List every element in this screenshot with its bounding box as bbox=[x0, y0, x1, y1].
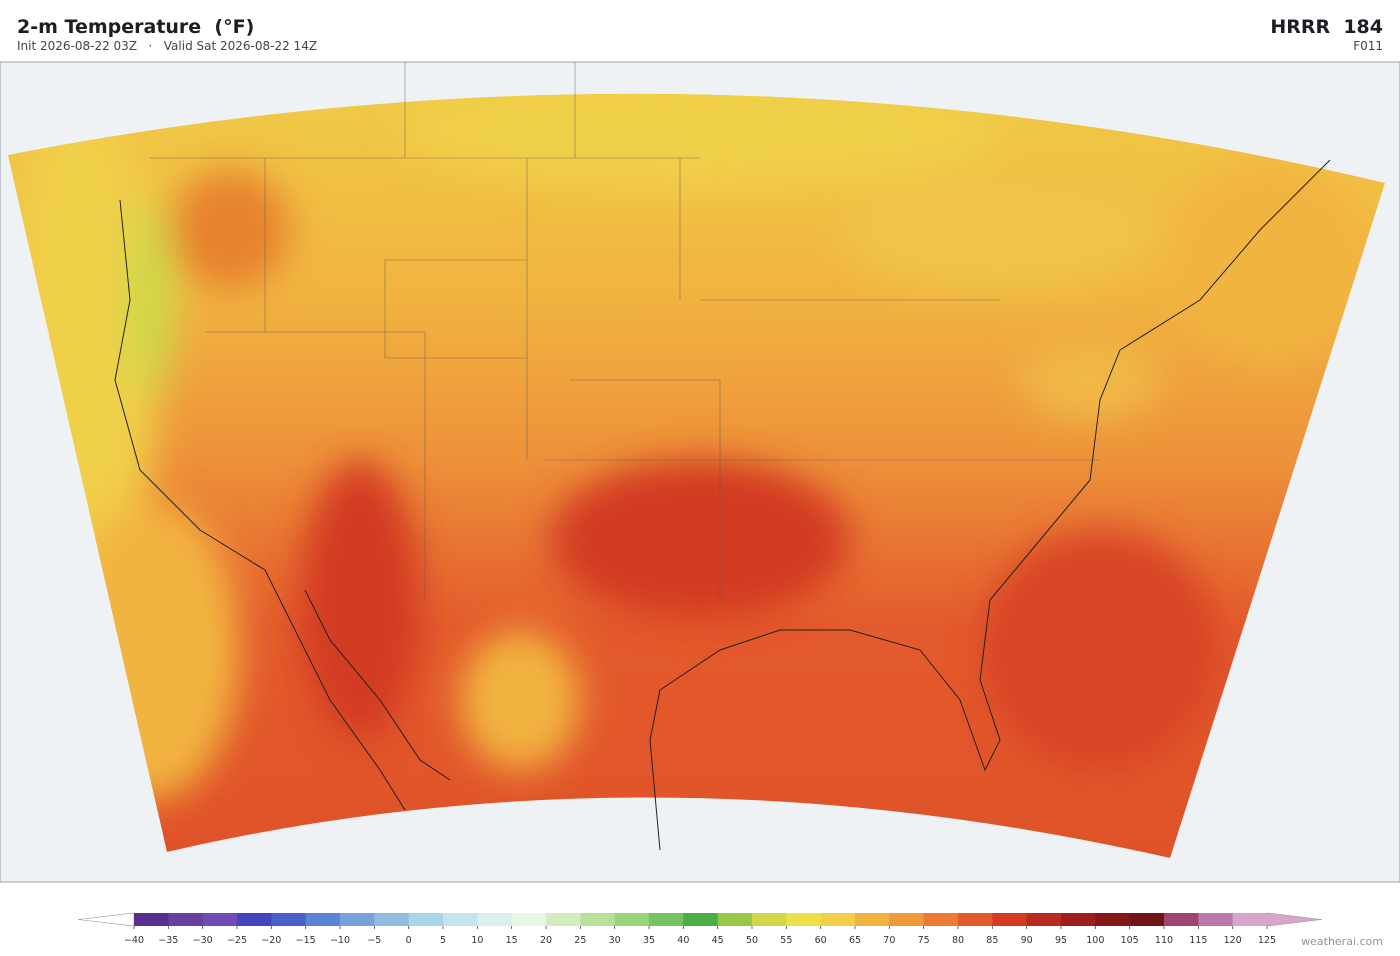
colorbar-label: 40 bbox=[677, 935, 689, 946]
colorbar-segment bbox=[1164, 913, 1199, 926]
colorbar-label: 80 bbox=[952, 935, 964, 946]
coastlines bbox=[114, 159, 1331, 851]
colorbar-label: 0 bbox=[406, 935, 412, 946]
colorbar-label: 60 bbox=[815, 935, 827, 946]
colorbar-label: 15 bbox=[506, 935, 518, 946]
colorbar-label: 110 bbox=[1155, 935, 1173, 946]
colorbar-label: 10 bbox=[471, 935, 483, 946]
colorbar-segment bbox=[443, 913, 478, 926]
colorbar-segment bbox=[374, 913, 410, 926]
colorbar-segment bbox=[889, 913, 925, 926]
colorbar-segment bbox=[580, 913, 616, 926]
subtitle: Init 2026-08-22 03Z · Valid Sat 2026-08-… bbox=[17, 39, 317, 53]
colorbar-segment bbox=[271, 913, 307, 926]
colorbar-segment bbox=[683, 913, 719, 926]
colorbar-label: −15 bbox=[296, 935, 316, 946]
colorbar-segment bbox=[1095, 913, 1131, 926]
forecast-hour: F011 bbox=[1353, 39, 1383, 53]
colorbar-segment bbox=[237, 913, 272, 926]
colorbar-segment bbox=[511, 913, 547, 926]
colorbar-segment bbox=[992, 913, 1028, 926]
colorbar-segment bbox=[752, 913, 787, 926]
colorbar-segment bbox=[923, 913, 959, 926]
colorbar-label: 115 bbox=[1189, 935, 1207, 946]
init-time: Init 2026-08-22 03Z bbox=[17, 39, 138, 53]
colorbar-label: 125 bbox=[1258, 935, 1276, 946]
colorbar-label: 35 bbox=[643, 935, 655, 946]
colorbar-segment bbox=[614, 913, 650, 926]
credit: weatherai.com bbox=[1301, 935, 1383, 948]
colorbar-segment bbox=[340, 913, 375, 926]
colorbar-label: 50 bbox=[746, 935, 758, 946]
colorbar-segment bbox=[1061, 913, 1096, 926]
colorbar-label: −30 bbox=[193, 935, 213, 946]
colorbar-segment bbox=[786, 913, 822, 926]
model-name: HRRR 184 bbox=[1270, 16, 1383, 38]
colorbar-label: 90 bbox=[1021, 935, 1033, 946]
colorbar-segment bbox=[408, 913, 444, 926]
colorbar-segment bbox=[649, 913, 684, 926]
colorbar: −40 −35 −30 −25 −20 −15 −10 −5 0 5 10 15 20 25 30 35 40 4… bbox=[77, 912, 1323, 946]
title: 2-m Temperature (°F) bbox=[17, 16, 255, 38]
colorbar-label: 65 bbox=[849, 935, 861, 946]
colorbar-segment bbox=[546, 913, 581, 926]
colorbar-label: −10 bbox=[330, 935, 350, 946]
colorbar-label: −20 bbox=[261, 935, 281, 946]
state-borders bbox=[150, 62, 1100, 600]
colorbar-label: −40 bbox=[124, 935, 144, 946]
header: 2-m Temperature (°F) Init 2026-08-22 03Z… bbox=[0, 0, 1400, 62]
colorbar-label: 120 bbox=[1224, 935, 1242, 946]
colorbar-segment bbox=[305, 913, 341, 926]
colorbar-segment bbox=[855, 913, 890, 926]
colorbar-label: 105 bbox=[1121, 935, 1139, 946]
colorbar-segment bbox=[958, 913, 993, 926]
colorbar-segment bbox=[202, 913, 238, 926]
temperature-field bbox=[8, 93, 1385, 858]
colorbar-label: −25 bbox=[227, 935, 247, 946]
valid-time: Valid Sat 2026-08-22 14Z bbox=[163, 39, 318, 53]
colorbar-segment bbox=[1026, 913, 1062, 926]
colorbar-segment bbox=[477, 913, 513, 926]
separator: · bbox=[148, 39, 153, 53]
colorbar-segment bbox=[168, 913, 204, 926]
colorbar-label: 85 bbox=[986, 935, 998, 946]
colorbar-segment bbox=[820, 913, 856, 926]
colorbar-segment bbox=[717, 913, 753, 926]
colorbar-label: 20 bbox=[540, 935, 552, 946]
colorbar-label: 25 bbox=[574, 935, 586, 946]
colorbar-under bbox=[77, 912, 135, 927]
colorbar-label: 75 bbox=[918, 935, 930, 946]
colorbar-segment bbox=[1232, 913, 1268, 926]
colorbar-label: −35 bbox=[158, 935, 178, 946]
colorbar-label: 45 bbox=[712, 935, 724, 946]
colorbar-segment bbox=[1198, 913, 1234, 926]
colorbar-over bbox=[1266, 912, 1323, 927]
colorbar-label: −5 bbox=[367, 935, 381, 946]
colorbar-label: 30 bbox=[609, 935, 621, 946]
colorbar-label: 95 bbox=[1055, 935, 1067, 946]
colorbar-segment bbox=[1129, 913, 1165, 926]
colorbar-label: 55 bbox=[780, 935, 792, 946]
colorbar-label: 100 bbox=[1086, 935, 1104, 946]
colorbar-label: 5 bbox=[440, 935, 446, 946]
colorbar-label: 70 bbox=[883, 935, 895, 946]
colorbar-segment bbox=[134, 913, 169, 926]
